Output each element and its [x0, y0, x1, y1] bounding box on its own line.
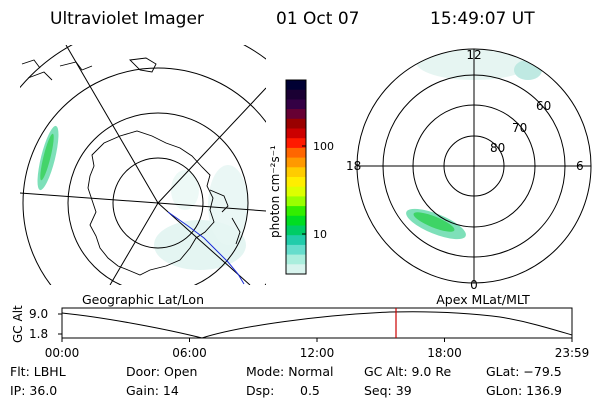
geographic-map	[20, 45, 266, 285]
alt-tick-9: 9.0	[29, 307, 48, 321]
status-ip: IP: 36.0	[10, 383, 58, 398]
colorbar-cell	[286, 215, 306, 226]
colorbar-cell	[286, 99, 306, 110]
colorbar-cell	[286, 254, 306, 265]
colorbar-cell	[286, 177, 306, 188]
status-dsp-label: Dsp:	[246, 383, 275, 398]
status-seq: Seq: 39	[364, 383, 412, 398]
alt-tick-1-8: 1.8	[29, 327, 48, 341]
colorbar-cell	[286, 225, 306, 236]
date-label: 01 Oct 07	[276, 9, 359, 29]
alt-xticks	[61, 338, 573, 342]
satellite-track	[167, 211, 245, 285]
colorbar-unit: photon cm⁻²s⁻¹	[268, 145, 282, 238]
status-mode: Mode: Normal	[246, 364, 334, 379]
mlat-label-80: 80	[490, 141, 505, 155]
status-gc-alt: GC Alt: 9.0 Re	[364, 364, 452, 379]
status-dsp-value: 0.5	[300, 383, 320, 398]
colorbar-cell	[286, 128, 306, 139]
mlat-label-70: 70	[512, 121, 527, 135]
colorbar-cell	[286, 167, 306, 178]
meridians-geo	[20, 45, 266, 285]
alt-xtick-3: 18:00	[427, 346, 462, 360]
coastline-fragment-3	[209, 189, 241, 245]
auroral-emission-geo	[37, 125, 248, 270]
colorbar-cell	[286, 157, 306, 168]
mlt-label-top: 12	[466, 48, 481, 62]
colorbar-cell	[286, 244, 306, 255]
colorbar-cell	[286, 196, 306, 207]
mag-caption: Apex MLat/MLT	[436, 292, 530, 307]
status-glat: GLat: −79.5	[486, 364, 562, 379]
status-filter: Flt: LBHL	[10, 364, 66, 379]
antarctica-coastline	[87, 130, 215, 276]
colorbar-cell	[286, 118, 306, 129]
status-glon: GLon: 136.9	[486, 383, 562, 398]
mlt-label-left: 18	[346, 159, 361, 173]
colorbar-tick-10: 10	[313, 228, 327, 241]
auroral-emission-mag	[406, 49, 542, 240]
geo-caption: Geographic Lat/Lon	[82, 292, 204, 307]
status-door: Door: Open	[126, 364, 198, 379]
alt-xtick-4: 23:59	[555, 346, 590, 360]
colorbar-cell	[286, 138, 306, 149]
mlt-label-bottom: 0	[470, 278, 478, 292]
magnetic-map: 12 0 18 6 60 70 80	[346, 48, 592, 292]
mlt-label-right: 6	[576, 159, 584, 173]
altitude-curve	[61, 311, 573, 339]
time-label: 15:49:07 UT	[430, 9, 535, 29]
altitude-plot: 9.0 1.8 GC Alt 00:00 06:00 12:00 18:00 2…	[11, 305, 589, 360]
colorbar-cell	[286, 147, 306, 158]
colorbar-tick-100: 100	[313, 140, 334, 153]
colorbar-cell	[286, 235, 306, 246]
instrument-title: Ultraviolet Imager	[50, 9, 204, 29]
colorbar: 100 10 photon cm⁻²s⁻¹	[268, 79, 334, 275]
status-gain: Gain: 14	[126, 383, 179, 398]
alt-xtick-0: 00:00	[45, 346, 80, 360]
colorbar-cell	[286, 264, 306, 275]
alt-xtick-1: 06:00	[172, 346, 207, 360]
colorbar-cell	[286, 89, 306, 100]
alt-ylabel: GC Alt	[11, 305, 25, 343]
colorbar-cell	[286, 80, 306, 91]
colorbar-cell	[286, 186, 306, 197]
colorbar-cell	[286, 206, 306, 217]
alt-xtick-2: 12:00	[300, 346, 335, 360]
coastline-fragment-2	[129, 57, 157, 73]
colorbar-cell	[286, 109, 306, 120]
mlat-label-60: 60	[536, 99, 551, 113]
coastline-fragment	[21, 59, 93, 81]
lat-rings-geo	[20, 45, 266, 285]
